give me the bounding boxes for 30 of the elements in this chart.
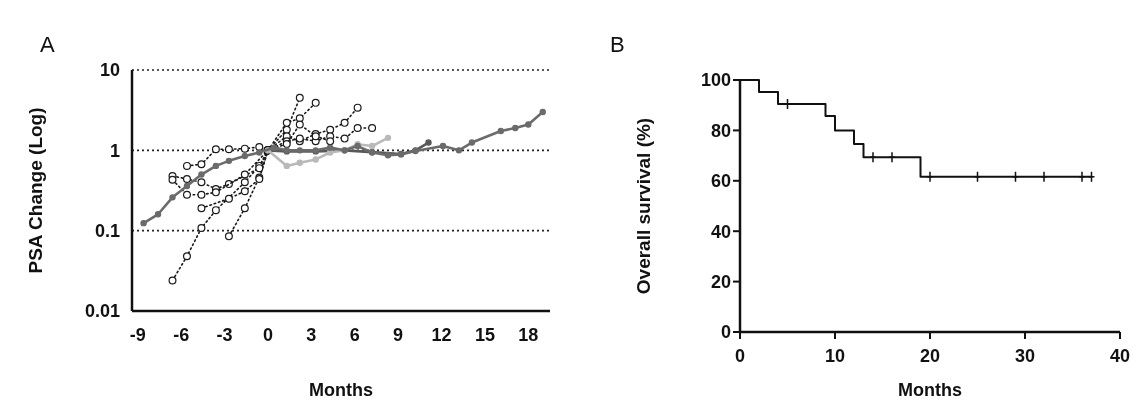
y-tick-label: 20 bbox=[710, 271, 731, 292]
x-tick-label: -3 bbox=[216, 325, 233, 345]
x-axis-title: Months bbox=[898, 380, 962, 400]
y-tick-label: 100 bbox=[700, 70, 731, 91]
chart-title: A bbox=[40, 32, 55, 57]
x-tick-label: 6 bbox=[349, 325, 360, 345]
x-tick-label: 0 bbox=[734, 346, 746, 366]
y-tick-label: 0.01 bbox=[84, 301, 120, 322]
y-tick-label: 0.1 bbox=[94, 220, 120, 241]
x-tick-label: 18 bbox=[518, 325, 539, 345]
x-tick-label: 40 bbox=[1109, 346, 1131, 366]
y-tick-label: 1 bbox=[109, 140, 120, 161]
x-tick-label: 12 bbox=[431, 325, 452, 345]
x-tick-label: 0 bbox=[262, 325, 273, 345]
chart-title: B bbox=[610, 32, 625, 57]
x-tick-label: 9 bbox=[393, 325, 404, 345]
x-tick-label: 3 bbox=[306, 325, 317, 345]
x-tick-label: -9 bbox=[129, 325, 146, 345]
y-axis-title: PSA Change (Log) bbox=[25, 107, 46, 274]
x-tick-label: -6 bbox=[173, 325, 190, 345]
y-tick-label: 60 bbox=[710, 171, 731, 192]
x-tick-label: 20 bbox=[919, 346, 941, 366]
y-tick-label: 40 bbox=[710, 221, 731, 242]
x-tick-label: 15 bbox=[474, 325, 495, 345]
y-tick-label: 80 bbox=[710, 120, 731, 141]
x-axis-title: Months bbox=[309, 380, 373, 400]
y-axis-title: Overall survival (%) bbox=[633, 117, 654, 295]
y-tick-label: 10 bbox=[99, 60, 120, 81]
x-tick-label: 10 bbox=[824, 346, 846, 366]
x-tick-label: 30 bbox=[1014, 346, 1036, 366]
